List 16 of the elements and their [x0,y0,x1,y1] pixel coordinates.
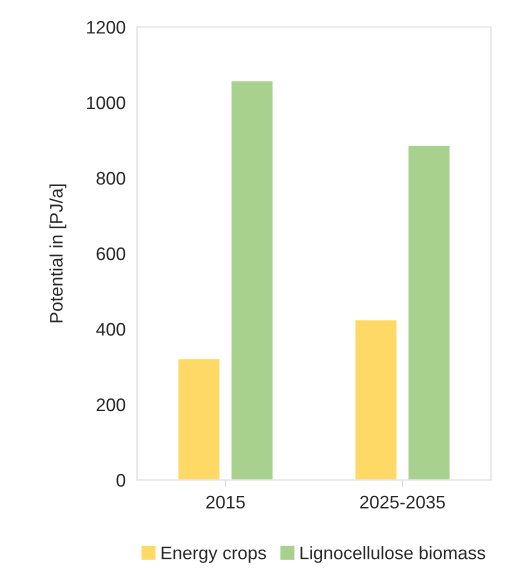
y-tick-label: 800 [96,172,126,185]
y-tick-label: 600 [96,247,126,260]
bar [230,80,274,480]
y-tick-label: 200 [96,398,126,412]
bar [177,358,221,480]
y-tick-label: 0 [116,474,126,487]
x-tick-label: 2015 [206,496,245,509]
legend-label: Lignocellulose biomass [300,546,486,563]
bar [407,144,451,480]
y-axis-title: Potential in [PJ/a] [49,184,66,322]
legend-label: Energy crops [162,546,266,563]
x-tick-label: 2025-2035 [360,496,445,509]
y-tick-label: 400 [96,322,126,336]
y-tick-label: 1200 [87,20,126,34]
y-tick-label: 1000 [87,96,126,110]
bar [354,318,398,480]
